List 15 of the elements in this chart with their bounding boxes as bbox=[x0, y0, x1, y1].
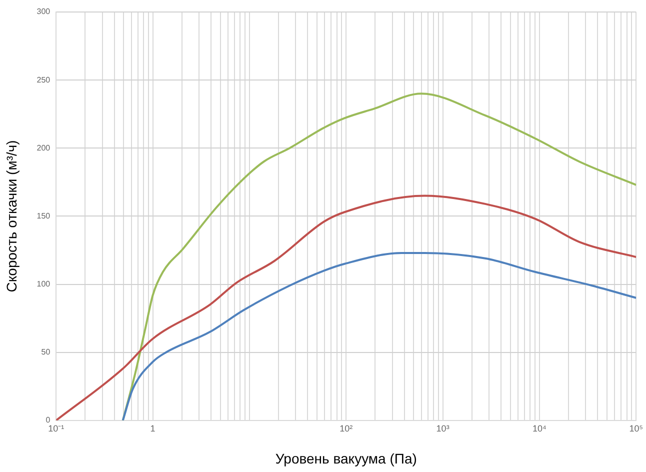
y-tick-label: 50 bbox=[41, 348, 51, 357]
y-tick-label: 250 bbox=[36, 75, 51, 84]
x-axis-title: Уровень вакуума (Па) bbox=[275, 450, 417, 466]
y-tick-label: 0 bbox=[46, 416, 51, 425]
x-tick-label: 10³ bbox=[436, 423, 450, 434]
x-tick-label: 10⁻¹ bbox=[48, 423, 64, 434]
y-tick-label: 100 bbox=[36, 279, 51, 288]
y-axis-title: Скорость откачки (м³/ч) bbox=[3, 140, 20, 292]
y-tick-label: 200 bbox=[36, 143, 51, 152]
y-tick-label: 300 bbox=[36, 7, 51, 16]
x-tick-label: 1 bbox=[150, 423, 156, 434]
x-tick-label: 10⁵ bbox=[629, 423, 644, 434]
y-tick-label: 150 bbox=[36, 211, 51, 220]
x-tick-label: 10⁴ bbox=[532, 423, 547, 434]
x-tick-label: 10² bbox=[340, 423, 353, 434]
